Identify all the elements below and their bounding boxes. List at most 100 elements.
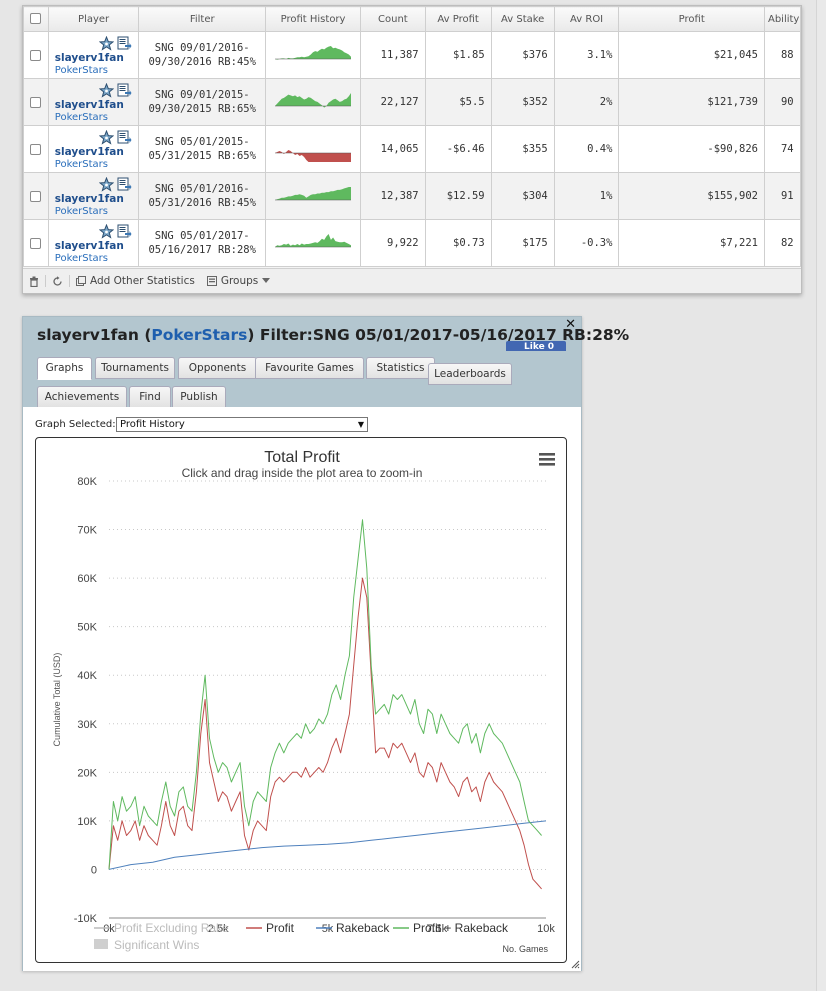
col-av-roi[interactable]: Av ROI — [553, 6, 620, 32]
profit-history-cell[interactable] — [264, 219, 362, 267]
legend-item[interactable]: Profit — [246, 921, 295, 935]
graph-select[interactable]: Profit History ▼ — [116, 417, 368, 432]
tab-achievements[interactable]: Achievements — [37, 386, 127, 408]
open-detail-icon[interactable] — [117, 36, 132, 51]
table-row[interactable]: slayerv1fan PokerStars SNG 05/01/2016- 05/3… — [23, 172, 802, 220]
row-checkbox[interactable] — [30, 143, 42, 155]
groups-dropdown[interactable]: Groups — [206, 275, 271, 287]
player-name-link[interactable]: slayerv1fan — [54, 240, 124, 252]
tab-find[interactable]: Find — [129, 386, 171, 408]
player-site-link[interactable]: PokerStars — [54, 112, 108, 123]
x-tick-label: 5k — [322, 923, 334, 935]
open-detail-icon[interactable] — [117, 224, 132, 239]
profit-history-sparkline[interactable] — [275, 230, 352, 256]
chart-menu-icon[interactable] — [539, 453, 555, 466]
player-site-link[interactable]: PokerStars — [54, 159, 108, 170]
col-av-stake[interactable]: Av Stake — [490, 6, 555, 32]
legend-item[interactable]: Profit Excluding Rake — [94, 921, 229, 935]
profit-history-sparkline[interactable] — [275, 136, 352, 162]
add-other-statistics-button[interactable]: Add Other Statistics — [76, 275, 195, 287]
row-checkbox[interactable] — [30, 49, 42, 61]
y-tick-label: -10K — [74, 913, 98, 925]
col-profit-history[interactable]: Profit History — [264, 6, 362, 32]
col-count[interactable]: Count — [360, 6, 426, 32]
favourite-icon[interactable] — [99, 36, 115, 51]
row-select-cell[interactable] — [23, 31, 49, 79]
profit-history-cell[interactable] — [264, 125, 362, 173]
player-cell: slayerv1fan PokerStars — [47, 31, 140, 79]
legend-item[interactable]: Rakeback — [316, 921, 390, 935]
page-scrollbar[interactable] — [816, 0, 826, 991]
col-ability[interactable]: Ability — [763, 6, 802, 32]
row-checkbox[interactable] — [30, 237, 42, 249]
profit-history-sparkline[interactable] — [275, 89, 352, 115]
profit-history-cell[interactable] — [264, 31, 362, 79]
col-av-profit[interactable]: Av Profit — [424, 6, 492, 32]
player-name-link[interactable]: slayerv1fan — [54, 193, 124, 205]
series-profit-rakeback-line[interactable] — [108, 519, 542, 870]
row-select-cell[interactable] — [23, 219, 49, 267]
favourite-icon[interactable] — [99, 83, 115, 98]
x-tick-label: 7.5k — [426, 923, 447, 935]
col-profit[interactable]: Profit — [618, 6, 765, 32]
filter-line-1: SNG 05/01/2015- — [154, 136, 250, 148]
profit-history-sparkline[interactable] — [275, 42, 352, 68]
ability-cell: 90 — [763, 78, 802, 126]
delete-icon[interactable] — [29, 276, 39, 287]
table-row[interactable]: slayerv1fan PokerStars SNG 05/01/2015- 05/3… — [23, 125, 802, 173]
col-player[interactable]: Player — [47, 6, 140, 32]
col-filter[interactable]: Filter — [138, 6, 266, 32]
tab-leaderboards[interactable]: Leaderboards — [428, 363, 512, 385]
av-profit-cell: $0.73 — [424, 219, 492, 267]
ability-cell: 91 — [763, 172, 802, 220]
favourite-icon[interactable] — [99, 130, 115, 145]
tab-opponents[interactable]: Opponents — [178, 357, 257, 379]
series-profit-line[interactable] — [108, 577, 542, 890]
select-all-checkbox[interactable] — [30, 13, 42, 25]
open-detail-icon[interactable] — [117, 83, 132, 98]
tab-graphs[interactable]: Graphs — [37, 357, 92, 380]
total-profit-chart[interactable]: Total Profit Click and drag inside the pl… — [35, 437, 567, 963]
player-site-link[interactable]: PokerStars — [54, 65, 108, 76]
filter-line-2: 09/30/2016 RB:45% — [148, 56, 256, 68]
player-site-link[interactable]: PokerStars — [54, 206, 108, 217]
player-site-link[interactable]: PokerStars — [54, 253, 108, 264]
y-tick-label: 20K — [77, 767, 97, 779]
series-rakeback-line[interactable] — [108, 820, 547, 870]
table-row[interactable]: slayerv1fan PokerStars SNG 09/01/2015- 09/3… — [23, 78, 802, 126]
x-axis-label: No. Games — [502, 944, 548, 954]
groups-label: Groups — [220, 275, 259, 287]
legend-item-significant-wins[interactable]: Significant Wins — [94, 938, 199, 952]
resize-grip-icon[interactable] — [571, 960, 580, 969]
tab-favourite-games[interactable]: Favourite Games — [255, 357, 364, 379]
row-checkbox[interactable] — [30, 190, 42, 202]
profit-history-sparkline[interactable] — [275, 183, 352, 209]
player-name-link[interactable]: slayerv1fan — [54, 52, 124, 64]
profit-history-cell[interactable] — [264, 172, 362, 220]
profit-history-cell[interactable] — [264, 78, 362, 126]
favourite-icon[interactable] — [99, 177, 115, 192]
favourite-icon[interactable] — [99, 224, 115, 239]
detail-site-link[interactable]: PokerStars — [151, 326, 248, 344]
av-stake-cell: $175 — [490, 219, 555, 267]
player-name-link[interactable]: slayerv1fan — [54, 146, 124, 158]
close-icon[interactable]: ✕ — [565, 317, 576, 332]
open-detail-icon[interactable] — [117, 177, 132, 192]
table-row[interactable]: slayerv1fan PokerStars SNG 05/01/2017- 05/1… — [23, 219, 802, 267]
tab-publish[interactable]: Publish — [172, 386, 226, 408]
legend-item[interactable]: Profit + Rakeback — [393, 921, 509, 935]
refresh-icon[interactable] — [52, 275, 63, 287]
open-detail-icon[interactable] — [117, 130, 132, 145]
player-name-link[interactable]: slayerv1fan — [54, 99, 124, 111]
select-all-header[interactable] — [23, 6, 49, 32]
tab-statistics[interactable]: Statistics — [366, 357, 435, 379]
row-select-cell[interactable] — [23, 125, 49, 173]
row-select-cell[interactable] — [23, 172, 49, 220]
tab-tournaments[interactable]: Tournaments — [95, 357, 175, 379]
row-select-cell[interactable] — [23, 78, 49, 126]
table-row[interactable]: slayerv1fan PokerStars SNG 09/01/2016- 09/3… — [23, 31, 802, 79]
facebook-like-button[interactable]: Like 0 — [506, 341, 566, 351]
row-checkbox[interactable] — [30, 96, 42, 108]
filter-cell: SNG 09/01/2015- 09/30/2015 RB:65% — [138, 78, 266, 126]
